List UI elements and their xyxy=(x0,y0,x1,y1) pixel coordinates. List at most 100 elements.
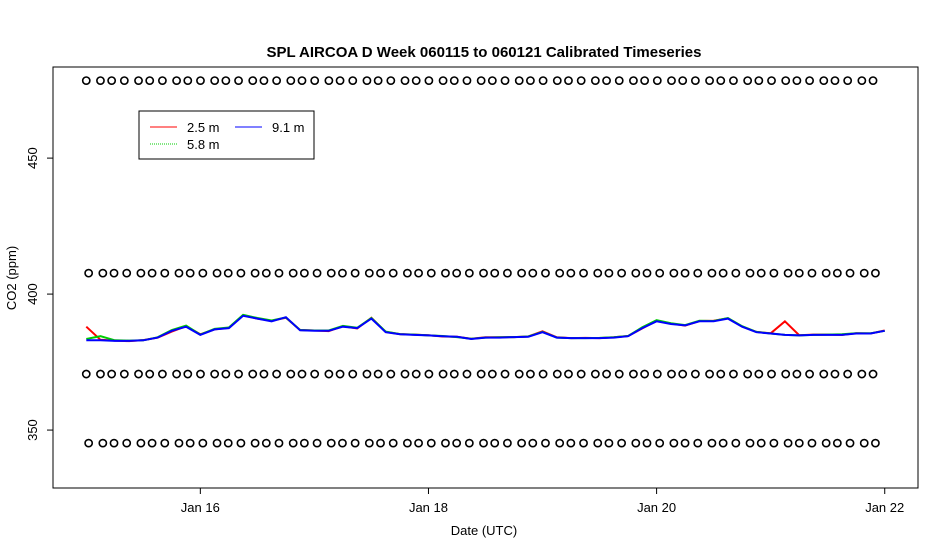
reference-marker xyxy=(792,369,802,379)
reference-marker xyxy=(857,369,867,379)
reference-marker xyxy=(693,438,703,448)
reference-marker xyxy=(438,369,448,379)
reference-marker xyxy=(122,268,132,278)
reference-marker xyxy=(566,438,576,448)
reference-marker xyxy=(678,76,688,85)
reference-marker xyxy=(198,438,208,448)
reference-marker xyxy=(272,369,282,379)
reference-marker xyxy=(754,76,764,85)
reference-marker xyxy=(248,369,258,379)
reference-marker xyxy=(830,369,840,379)
reference-marker xyxy=(411,369,421,379)
reference-marker xyxy=(274,268,284,278)
reference-marker xyxy=(350,268,360,278)
reference-marker xyxy=(487,76,497,85)
reference-marker xyxy=(335,76,345,85)
reference-marker xyxy=(500,76,510,85)
reference-marker xyxy=(526,76,535,85)
reference-marker xyxy=(707,438,717,448)
reference-marker xyxy=(476,369,486,379)
reference-marker xyxy=(172,76,181,85)
reference-marker xyxy=(449,76,459,85)
reference-marker xyxy=(299,438,309,448)
reference-marker xyxy=(731,438,741,448)
reference-marker xyxy=(819,76,829,85)
x-tick-label: Jan 20 xyxy=(637,500,676,515)
reference-marker xyxy=(487,369,497,379)
reference-marker xyxy=(718,268,728,278)
reference-marker xyxy=(348,369,358,379)
reference-marker xyxy=(221,76,231,85)
reference-marker xyxy=(288,438,298,448)
reference-marker xyxy=(552,369,562,379)
reference-marker xyxy=(667,76,676,85)
reference-marker xyxy=(579,268,588,278)
reference-marker xyxy=(286,76,296,85)
reference-marker xyxy=(807,268,817,278)
reference-marker xyxy=(783,268,793,278)
reference-marker xyxy=(183,369,193,379)
reference-marker xyxy=(136,438,146,448)
reference-marker xyxy=(669,268,679,278)
reference-marker xyxy=(538,76,548,85)
reference-marker xyxy=(743,369,753,379)
reference-marker xyxy=(96,76,105,85)
x-tick-label: Jan 22 xyxy=(865,500,904,515)
legend-box xyxy=(138,110,315,160)
reference-marker xyxy=(718,438,728,448)
reference-marker xyxy=(373,76,383,85)
reference-marker xyxy=(212,438,222,448)
reference-marker xyxy=(745,438,755,448)
reference-marker xyxy=(312,438,322,448)
reference-marker xyxy=(426,438,436,448)
reference-marker xyxy=(629,369,638,379)
reference-marker xyxy=(261,268,271,278)
reference-marker xyxy=(81,76,91,85)
reference-marker xyxy=(690,369,700,379)
reference-marker xyxy=(604,438,614,448)
reference-marker xyxy=(376,438,385,448)
y-tick-label: 350 xyxy=(25,419,40,441)
reference-marker xyxy=(794,268,804,278)
reference-marker xyxy=(109,438,119,448)
reference-marker xyxy=(781,369,791,379)
reference-marker xyxy=(690,76,700,85)
reference-marker xyxy=(805,76,814,85)
reference-marker xyxy=(490,268,500,278)
reference-marker xyxy=(729,76,738,85)
reference-marker xyxy=(514,76,524,85)
reference-marker xyxy=(250,438,260,448)
reference-marker xyxy=(767,369,776,379)
series-lines xyxy=(85,313,885,343)
reference-marker xyxy=(640,369,650,379)
reference-marker xyxy=(729,369,738,379)
reference-marker xyxy=(652,76,662,85)
reference-marker xyxy=(373,369,383,379)
chart-title: SPL AIRCOA D Week 060115 to 060121 Calib… xyxy=(267,44,702,61)
reference-marker xyxy=(462,369,472,379)
reference-marker xyxy=(655,268,665,278)
reference-marker xyxy=(119,369,129,379)
reference-marker xyxy=(792,76,802,85)
reference-marker xyxy=(98,268,108,278)
reference-marker xyxy=(754,369,764,379)
reference-marker xyxy=(158,369,167,379)
reference-marker xyxy=(402,268,412,278)
reference-marker xyxy=(274,438,284,448)
reference-marker xyxy=(452,438,462,448)
reference-marker xyxy=(593,438,603,448)
reference-marker xyxy=(652,369,662,379)
reference-marker xyxy=(590,76,600,85)
reference-marker xyxy=(705,369,714,379)
reference-marker xyxy=(364,438,374,448)
reference-marker xyxy=(449,369,459,379)
reference-marker xyxy=(857,76,867,85)
y-tick-label: 400 xyxy=(25,283,40,305)
reference-marker xyxy=(871,268,880,278)
reference-marker xyxy=(602,76,611,85)
reference-marker xyxy=(174,268,184,278)
series-line-9.1m xyxy=(86,314,885,342)
reference-marker xyxy=(326,268,336,278)
reference-marker xyxy=(517,438,526,448)
reference-marker xyxy=(500,369,510,379)
